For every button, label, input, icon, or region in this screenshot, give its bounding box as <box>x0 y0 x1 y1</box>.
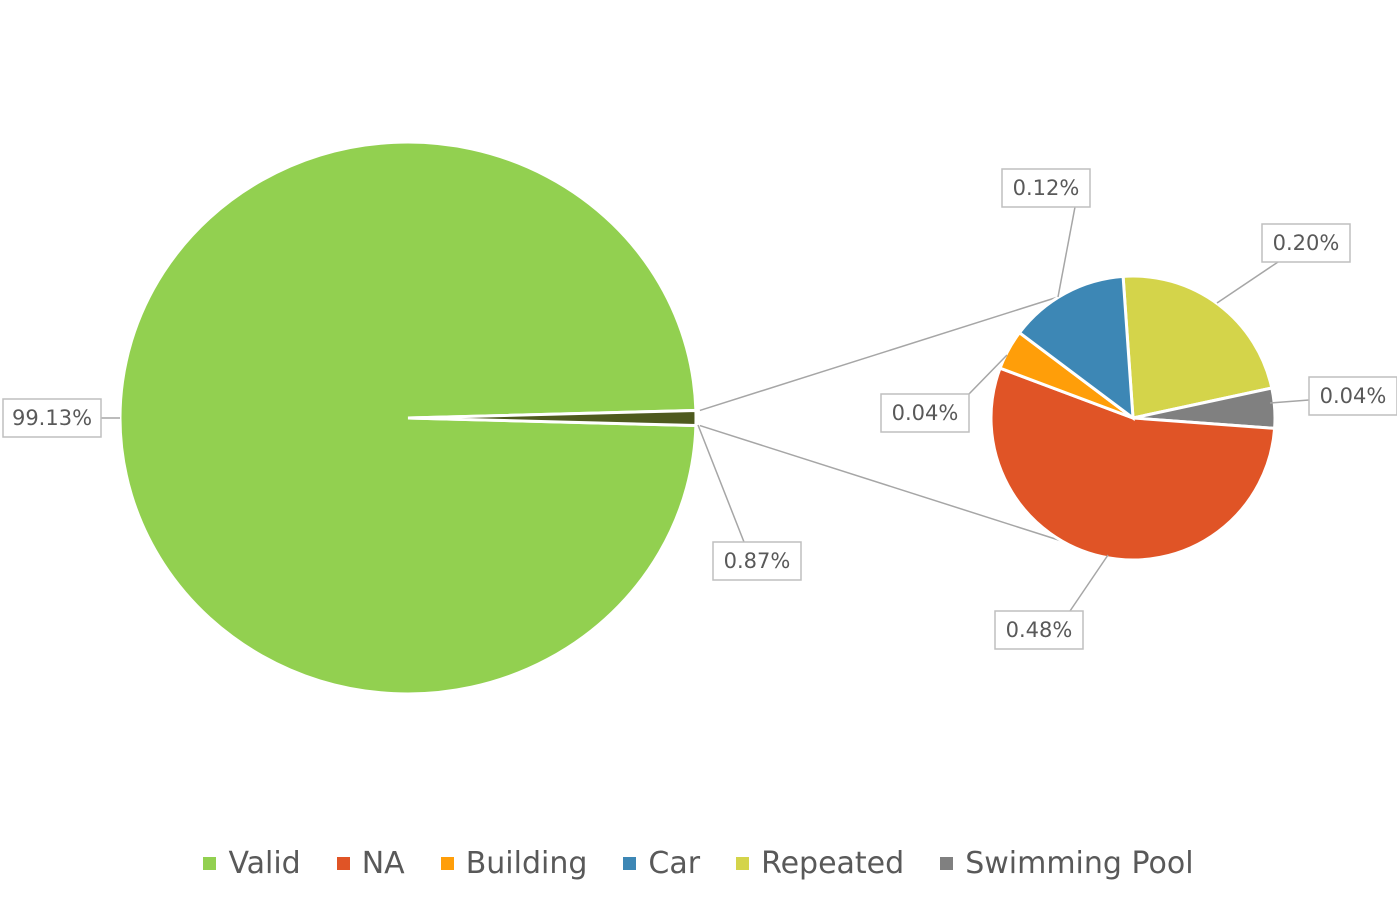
data-label-other-text: 0.87% <box>724 549 791 573</box>
connector-lower <box>699 424 1069 544</box>
legend-swatch <box>440 856 454 870</box>
data-labels: 99.13% 0.87% 0.20% 0.04% 0.48% 0.04% 0.12% <box>2 168 1397 650</box>
connector-lines <box>699 296 1069 544</box>
legend-item-swimming-pool: Swimming Pool <box>940 845 1194 881</box>
connector-upper <box>699 296 1059 412</box>
slice-na <box>989 366 1277 562</box>
data-label-valid: 99.13% <box>2 398 120 438</box>
data-label-other-leader <box>697 424 745 543</box>
data-label-swimming-pool-leader <box>1269 399 1310 404</box>
legend-item-car: Car <box>623 846 700 881</box>
legend-item-building: Building <box>440 845 588 881</box>
legend-item-valid: Valid <box>203 845 301 881</box>
legend-item-na: NA <box>336 845 405 881</box>
legend-swatch <box>736 856 750 870</box>
data-label-building-text: 0.04% <box>892 401 959 425</box>
legend-label: Building <box>465 845 588 881</box>
data-label-car-leader <box>1057 206 1076 298</box>
legend-label: Valid <box>228 845 301 881</box>
data-label-na-leader <box>1069 554 1109 612</box>
data-label-swimming-pool-text: 0.04% <box>1320 384 1387 408</box>
slice-car <box>1017 274 1135 422</box>
legend: Valid NA Building Car Repeated Swimming Pool <box>0 838 1397 888</box>
data-label-repeated: 0.20% <box>1216 223 1351 304</box>
legend-label: NA <box>361 845 405 881</box>
legend-swatch <box>940 856 954 870</box>
data-label-other: 0.87% <box>697 424 802 581</box>
legend-label: Car <box>648 845 701 881</box>
data-label-car-text: 0.12% <box>1013 176 1080 200</box>
legend-swatch <box>336 856 350 870</box>
legend-swatch <box>623 856 637 870</box>
legend-item-repeated: Repeated <box>736 846 904 881</box>
data-label-na: 0.48% <box>994 554 1109 650</box>
primary-pie <box>118 140 698 696</box>
slice-other <box>407 408 698 428</box>
legend-label: Swimming Pool <box>965 845 1194 881</box>
data-label-repeated-leader <box>1216 261 1279 304</box>
data-label-repeated-text: 0.20% <box>1273 231 1340 255</box>
data-label-car: 0.12% <box>1001 168 1091 298</box>
data-label-valid-text: 99.13% <box>12 406 92 430</box>
data-label-building-leader <box>968 354 1008 395</box>
slice-repeated <box>1121 274 1274 420</box>
secondary-pie <box>989 274 1277 562</box>
data-label-na-text: 0.48% <box>1006 618 1073 642</box>
data-label-building: 0.04% <box>880 354 1008 433</box>
data-label-swimming-pool: 0.04% <box>1269 376 1397 416</box>
legend-label: Repeated <box>761 845 905 881</box>
legend-swatch <box>203 856 217 870</box>
